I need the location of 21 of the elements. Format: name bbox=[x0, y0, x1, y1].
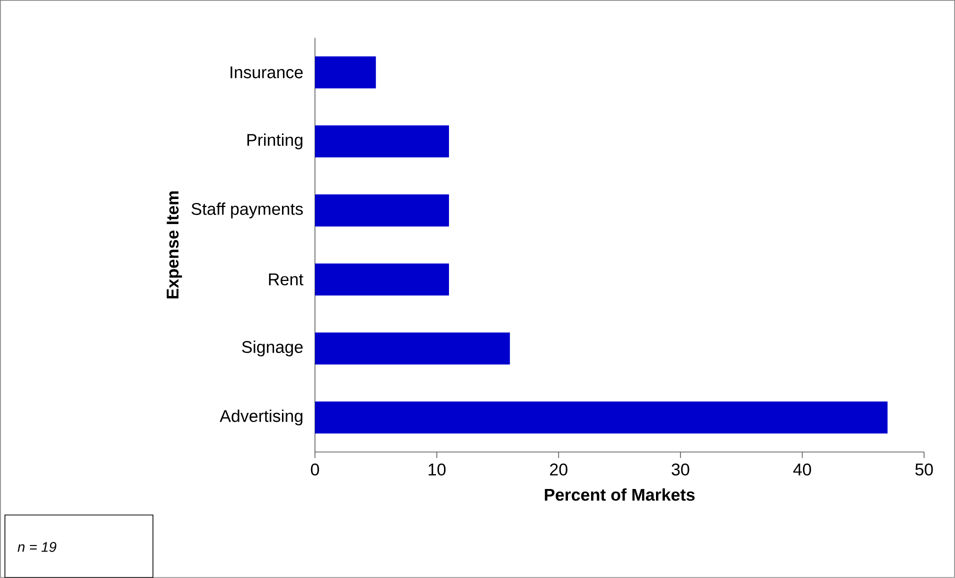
bar bbox=[314, 263, 449, 296]
y-tick-label: Advertising bbox=[220, 410, 302, 426]
x-tick-label: 30 bbox=[672, 464, 690, 476]
bar bbox=[314, 332, 510, 365]
x-tick-label: 0 bbox=[310, 464, 320, 476]
x-tick-label: 40 bbox=[793, 464, 812, 476]
y-tick-label: Printing bbox=[247, 134, 302, 150]
x-tick-label: 10 bbox=[428, 464, 446, 476]
y-tick-label: Signage bbox=[242, 340, 303, 356]
bar bbox=[314, 402, 888, 434]
bar bbox=[314, 125, 449, 158]
text: n = 19 bbox=[18, 542, 56, 552]
x-tick-label: 50 bbox=[915, 464, 933, 476]
y-tick-label: Rent bbox=[269, 274, 304, 286]
x-tick-label: 20 bbox=[550, 464, 568, 476]
y-tick-label: Staff payments bbox=[192, 202, 303, 218]
x-axis-title: Percent of Markets bbox=[544, 488, 695, 501]
bar bbox=[314, 56, 376, 88]
y-axis-title: Expense Item bbox=[166, 191, 182, 298]
bar bbox=[314, 194, 449, 226]
y-tick-label: Insurance bbox=[230, 66, 303, 78]
